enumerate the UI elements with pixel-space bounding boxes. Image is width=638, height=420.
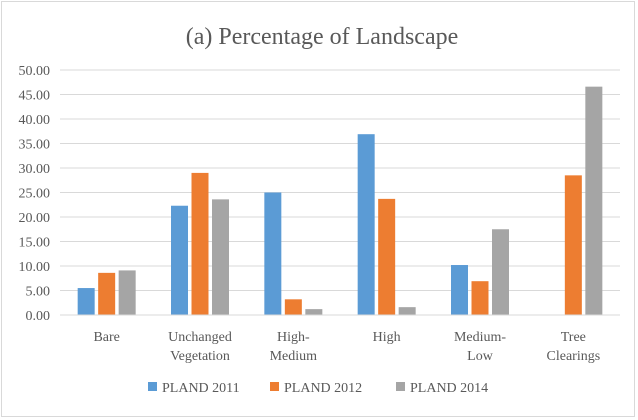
bar [191, 172, 209, 315]
y-tick-label: 20.00 [19, 211, 51, 226]
bar [305, 309, 323, 315]
y-axis-ticks: 0.00 5.00 10.00 15.00 20.00 25.00 30.00 35.00 40… [19, 64, 51, 324]
bars [77, 86, 603, 315]
x-tick-label: Medium-Low [454, 330, 506, 364]
y-tick-label: 5.00 [26, 285, 51, 300]
bar [284, 299, 302, 315]
bar [451, 265, 468, 315]
y-tick-label: 25.00 [19, 187, 51, 202]
bar [171, 205, 188, 315]
x-tick-label: Bare [93, 330, 119, 345]
y-tick-label: 15.00 [19, 236, 51, 251]
y-tick-label: 45.00 [19, 89, 51, 104]
chart-title: (a) Percentage of Landscape [186, 24, 459, 50]
legend-label: PLAND 2011 [162, 381, 240, 396]
bar [264, 192, 282, 315]
bar [118, 270, 136, 315]
bar [212, 199, 229, 315]
gridlines [60, 69, 620, 291]
bar [98, 272, 116, 315]
x-tick-label: High-Medium [270, 330, 318, 364]
legend-swatch [270, 382, 279, 391]
bar [585, 86, 603, 315]
bar [492, 229, 509, 315]
bar [564, 175, 582, 315]
y-tick-label: 50.00 [19, 64, 51, 79]
y-tick-label: 0.00 [26, 309, 51, 324]
y-tick-label: 40.00 [19, 113, 51, 128]
bar [77, 288, 95, 315]
legend-label: PLAND 2012 [284, 381, 362, 396]
y-tick-label: 35.00 [19, 138, 51, 153]
legend-swatch [148, 382, 157, 391]
legend-swatch [396, 382, 405, 391]
x-tick-label: Unchanged Vegetation [168, 330, 232, 364]
x-axis-ticks: Bare Unchanged Vegetation High-Medium High Me… [93, 330, 600, 364]
bar [471, 281, 489, 315]
x-tick-label: Tree Clearings [547, 330, 601, 364]
bar [357, 134, 375, 315]
bar [398, 307, 416, 315]
legend-label: PLAND 2014 [410, 381, 488, 396]
y-tick-label: 10.00 [19, 260, 51, 275]
bar [378, 198, 396, 315]
legend[interactable]: PLAND 2011 PLAND 2012 PLAND 2014 [148, 381, 488, 396]
x-tick-label: High [373, 330, 401, 345]
y-tick-label: 30.00 [19, 162, 51, 177]
